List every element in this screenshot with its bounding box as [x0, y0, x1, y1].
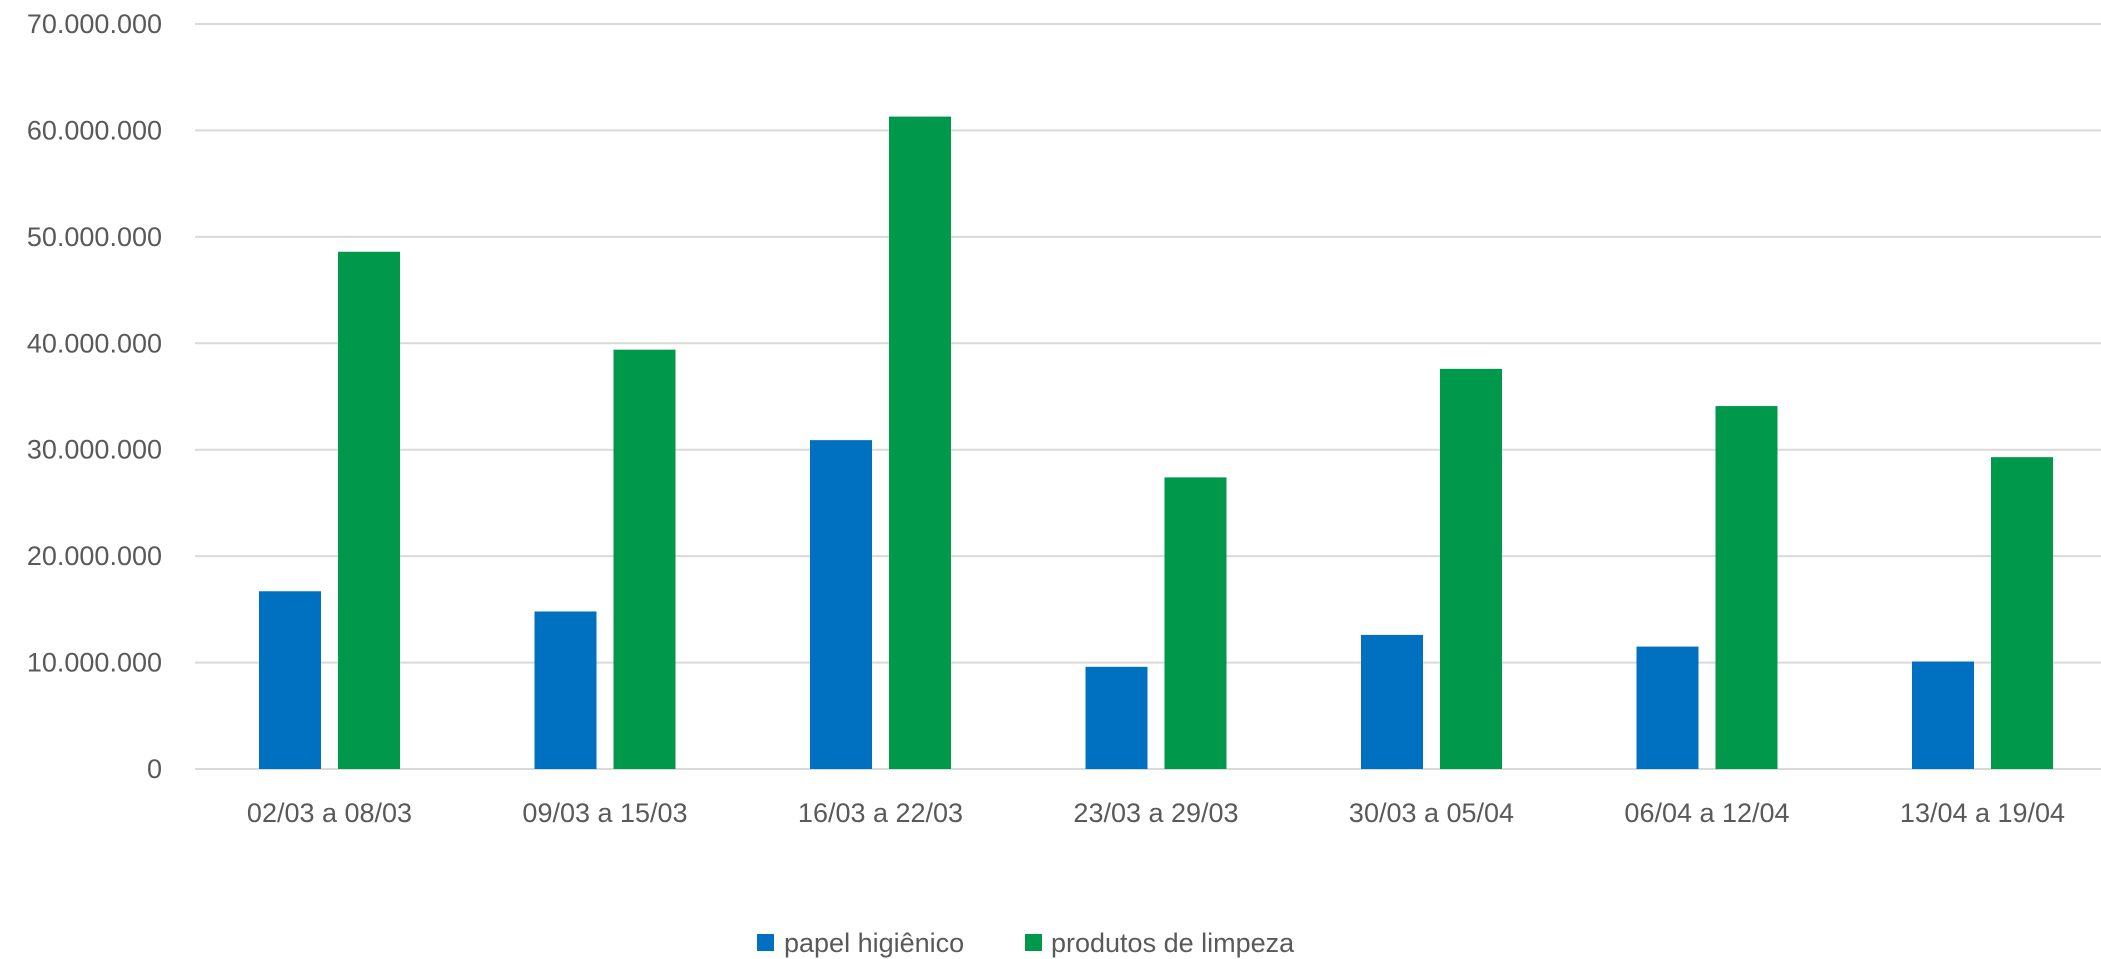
bar-produtos-de-limpeza — [1164, 477, 1227, 769]
x-tick-label: 09/03 a 15/03 — [522, 798, 687, 828]
legend-swatch — [1025, 934, 1042, 951]
y-tick-label: 20.000.000 — [27, 541, 162, 571]
legend: papel higiênico produtos de limpeza — [757, 928, 1295, 958]
y-tick-label: 30.000.000 — [27, 435, 162, 465]
y-tick-label: 40.000.000 — [27, 328, 162, 358]
legend-swatch — [757, 934, 774, 951]
y-tick-label: 10.000.000 — [27, 648, 162, 678]
y-tick-label: 60.000.000 — [27, 115, 162, 145]
bar-papel-higienico — [1636, 646, 1699, 769]
bar-produtos-de-limpeza — [1715, 406, 1778, 769]
bars — [259, 116, 2053, 770]
x-tick-label: 06/04 a 12/04 — [1624, 798, 1789, 828]
x-tick-label: 30/03 a 05/04 — [1349, 798, 1514, 828]
legend-label: produtos de limpeza — [1051, 928, 1295, 958]
x-tick-label: 23/03 a 29/03 — [1073, 798, 1238, 828]
bar-papel-higienico — [1361, 634, 1423, 769]
bar-papel-higienico — [1085, 666, 1148, 769]
bar-produtos-de-limpeza — [338, 251, 400, 769]
gridlines — [195, 23, 2101, 770]
bar-papel-higienico — [1912, 661, 1974, 769]
y-tick-label: 50.000.000 — [27, 222, 162, 252]
y-tick-label: 70.000.000 — [27, 9, 162, 39]
y-axis-tick-labels: 0 10.000.000 20.000.000 30.000.000 40.000.00… — [27, 9, 162, 784]
x-axis-tick-labels: 02/03 a 08/03 09/03 a 15/03 16/03 a 22/03 2… — [247, 798, 2065, 828]
x-tick-label: 13/04 a 19/04 — [1900, 798, 2065, 828]
bar-produtos-de-limpeza — [1440, 368, 1502, 769]
bar-produtos-de-limpeza — [889, 116, 951, 770]
bar-papel-higienico — [259, 591, 321, 769]
x-tick-label: 16/03 a 22/03 — [798, 798, 963, 828]
legend-label: papel higiênico — [784, 928, 964, 958]
y-tick-label: 0 — [147, 754, 162, 784]
bar-produtos-de-limpeza — [613, 349, 676, 769]
bar-produtos-de-limpeza — [1991, 457, 2053, 769]
bar-papel-higienico — [810, 440, 872, 769]
x-tick-label: 02/03 a 08/03 — [247, 798, 412, 828]
bar-papel-higienico — [534, 611, 597, 769]
